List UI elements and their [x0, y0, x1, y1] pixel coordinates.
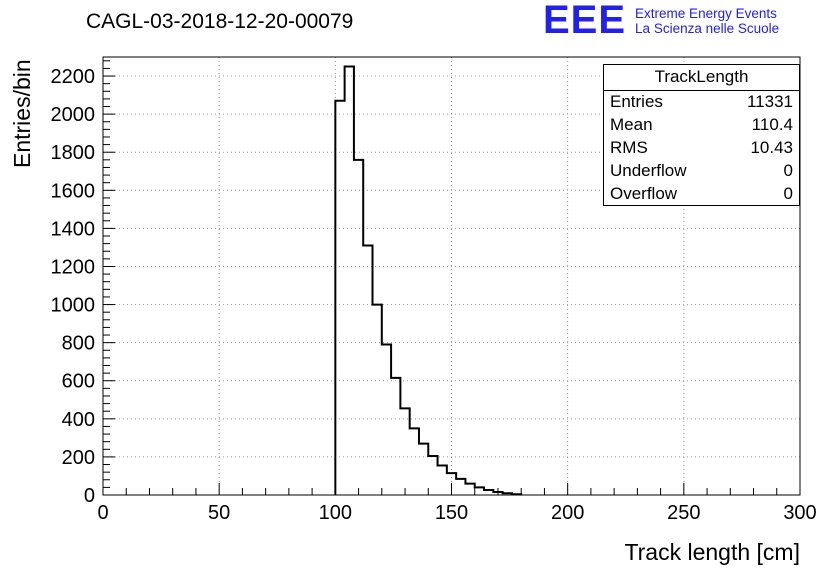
y-tick-label: 400 — [62, 409, 95, 431]
y-tick-label: 2200 — [51, 66, 96, 88]
stats-row-underflow: Underflow 0 — [604, 159, 799, 182]
stats-row-entries: Entries 11331 — [604, 91, 799, 114]
y-tick-label: 1800 — [51, 142, 96, 164]
stats-row-mean: Mean 110.4 — [604, 114, 799, 137]
stats-value-mean: 110.4 — [751, 115, 793, 135]
x-tick-label: 100 — [319, 502, 352, 524]
eee-logo-subtitle-line2: La Scienza nelle Scuole — [635, 21, 780, 36]
x-tick-label: 200 — [551, 502, 584, 524]
stats-title: TrackLength — [604, 65, 799, 91]
stats-label-rms: RMS — [610, 137, 648, 157]
y-tick-label: 0 — [84, 485, 95, 507]
eee-logo: EEE Extreme Energy Events La Scienza nel… — [543, 0, 779, 42]
y-axis-title: Entries/bin — [9, 59, 35, 168]
x-tick-label: 50 — [208, 502, 230, 524]
stats-value-underflow: 0 — [783, 160, 793, 180]
y-tick-label: 800 — [62, 333, 95, 355]
eee-logo-subtitle: Extreme Energy Events La Scienza nelle S… — [635, 2, 779, 36]
stats-value-entries: 11331 — [746, 92, 793, 112]
x-axis-title: Track length [cm] — [624, 539, 800, 565]
y-tick-label: 200 — [62, 447, 95, 469]
y-tick-label: 2000 — [51, 104, 96, 126]
stats-row-overflow: Overflow 0 — [604, 182, 799, 205]
stats-label-mean: Mean — [610, 115, 653, 135]
stats-value-rms: 10.43 — [750, 137, 793, 157]
stats-box: TrackLength Entries 11331 Mean 110.4 RMS… — [603, 64, 800, 206]
eee-logo-subtitle-line1: Extreme Energy Events — [635, 6, 777, 21]
y-tick-label: 600 — [62, 371, 95, 393]
x-tick-label: 150 — [435, 502, 468, 524]
plot-title: CAGL-03-2018-12-20-00079 — [86, 10, 354, 33]
y-tick-label: 1400 — [51, 218, 96, 240]
stats-label-entries: Entries — [610, 92, 663, 112]
stats-row-rms: RMS 10.43 — [604, 137, 799, 160]
histogram-line — [334, 65, 523, 496]
x-tick-label: 250 — [667, 502, 700, 524]
stats-value-overflow: 0 — [783, 183, 793, 203]
y-tick-label: 1200 — [51, 256, 96, 278]
eee-logo-text: EEE — [543, 0, 627, 42]
stats-label-overflow: Overflow — [610, 183, 678, 203]
x-tick-label: 300 — [783, 502, 816, 524]
stats-label-underflow: Underflow — [610, 160, 687, 180]
y-tick-label: 1000 — [51, 295, 96, 317]
y-tick-label: 1600 — [51, 180, 96, 202]
x-tick-label: 0 — [97, 502, 108, 524]
